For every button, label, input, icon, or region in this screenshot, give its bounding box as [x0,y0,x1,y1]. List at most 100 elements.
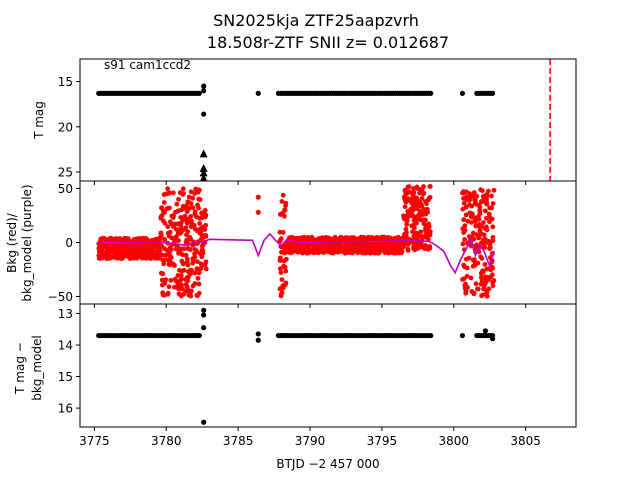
middle-series0-band0-point [114,237,120,243]
middle-series0-band3-point [279,249,284,255]
middle-series0-band1-point [192,251,197,257]
middle-series0-band5-point [405,246,411,252]
field-annotation: s91 cam1ccd2 [104,58,191,72]
middle-series0-band0-point [123,236,128,241]
middle-series0-band4-point [389,244,395,249]
middle-series0-band1-point [193,186,199,192]
middle-series0-band4-point [289,247,294,253]
middle-ytick-label-1: 0 [65,236,73,250]
middle-series0-band4-point [288,241,294,247]
middle-series0-band4-point [343,246,349,252]
middle-series0-band3-point [279,290,285,296]
middle-series0-band6-point [472,218,478,224]
middle-series0-band1-point [166,284,172,290]
middle-series0-band5-point [406,189,412,195]
middle-series0-band6-point [490,224,496,230]
middle-series0-band5-point [402,231,408,237]
middle-series0-band1-point [185,262,191,268]
middle-series0-band6-point [467,202,472,208]
middle-series0-band5-point [427,184,433,189]
bottom-series0-point-0 [255,331,261,337]
middle-series0-band1-point [178,215,184,220]
middle-series0-band2-point [203,212,209,218]
middle-series0-band1-point [190,260,196,266]
middle-series0-band5-point [404,240,409,246]
middle-series0-band1-point [178,226,184,232]
bottom-plot-area [96,307,496,425]
middle-series0-band6-point [486,188,491,194]
middle-ytick-label-0: 50 [58,182,73,196]
middle-series0-band1-point [192,191,198,196]
middle-series0-band5-point [412,233,418,238]
middle-series0-band1-point [167,205,172,211]
middle-series0-band0-point [110,244,116,249]
middle-series0-band6-point [484,201,490,207]
middle-series0-band6-point [480,269,486,275]
middle-series0-band5-point [406,210,412,216]
bottom-series0-point-3 [201,307,207,313]
middle-series0-band6-point [476,235,482,240]
middle-ylabel-line1: Bkg (red)/ [5,212,19,273]
middle-series0-band6-point [467,210,473,216]
middle-series0-band1-point [162,237,168,243]
middle-series0-band1-point [176,221,182,227]
middle-series0-band1-point [165,291,171,297]
middle-series0-band6-point [460,206,466,212]
middle-series0-band1-point [195,202,200,208]
middle-series0-band4-point [351,235,357,240]
middle-series0-band1-point [183,282,189,287]
middle-series0-band0-point [141,244,146,250]
middle-series0-band1-point [180,186,186,192]
middle-series0-band2-point [199,254,205,260]
bottom-series0-seg1-point [428,332,434,339]
middle-series0-band1-point [193,247,198,253]
top-series0-point-4 [201,111,207,117]
top-ytick-label-2: 25 [58,165,73,179]
middle-panel: 50 0 −50 [48,180,577,308]
middle-series0-band0-point [146,246,152,252]
middle-series0-band6-point [460,241,466,247]
middle-series0-band6-point [461,200,467,206]
bottom-series0-seg0-point [196,332,202,339]
middle-series0-band6-point [480,292,486,298]
middle-series0-band0-point [121,245,126,251]
middle-series0-band5-point [406,184,412,190]
middle-series0-band6-point [487,205,493,211]
middle-series0-band6-point [489,193,494,199]
middle-series0-band6-point [491,187,497,193]
middle-series0-band6-point [469,220,474,225]
middle-series0-band4-point [318,248,324,254]
top-series0-seg1-point [428,90,434,96]
middle-series0-band5-point [410,208,416,213]
middle-series1-line [98,232,495,275]
middle-series0-band6-point [480,220,486,225]
middle-series0-band1-point [181,246,187,252]
top-series0-seg2-point [490,90,496,96]
middle-series0-band1-point [163,277,169,283]
middle-series0-band0-point [112,252,118,258]
middle-series0-band6-point [469,289,475,294]
middle-series0-band3-point [283,256,289,262]
bottom-xtick-label-3: 3790 [295,434,326,448]
middle-series0-band1-point [176,208,182,214]
middle-series0-band1-point [180,252,185,258]
middle-series0-band4-point [373,245,379,251]
middle-series0-band5-point [421,184,426,189]
middle-series0-band1-point [189,218,194,224]
middle-series0-band6-point [461,262,467,268]
middle-series0-band5-point [417,187,423,192]
middle-series0-band5-point [426,195,432,201]
middle-series0-band1-point [165,224,171,230]
middle-series0-band1-point [180,261,186,267]
top-series1-triangle-0 [199,149,208,158]
middle-series0-band4-point [296,246,302,251]
middle-series0-band2-point [199,232,205,238]
middle-series0-band3-point [279,277,285,283]
middle-series0-band1-point [172,221,178,227]
middle-series0-band1-point [165,257,171,263]
middle-series0-band3-point [283,203,288,209]
middle-series0-band0-point [102,252,108,258]
bottom-series0-point-5 [201,325,207,331]
middle-series0-band0-point [137,249,143,255]
middle-series0-band6-point [482,208,488,214]
